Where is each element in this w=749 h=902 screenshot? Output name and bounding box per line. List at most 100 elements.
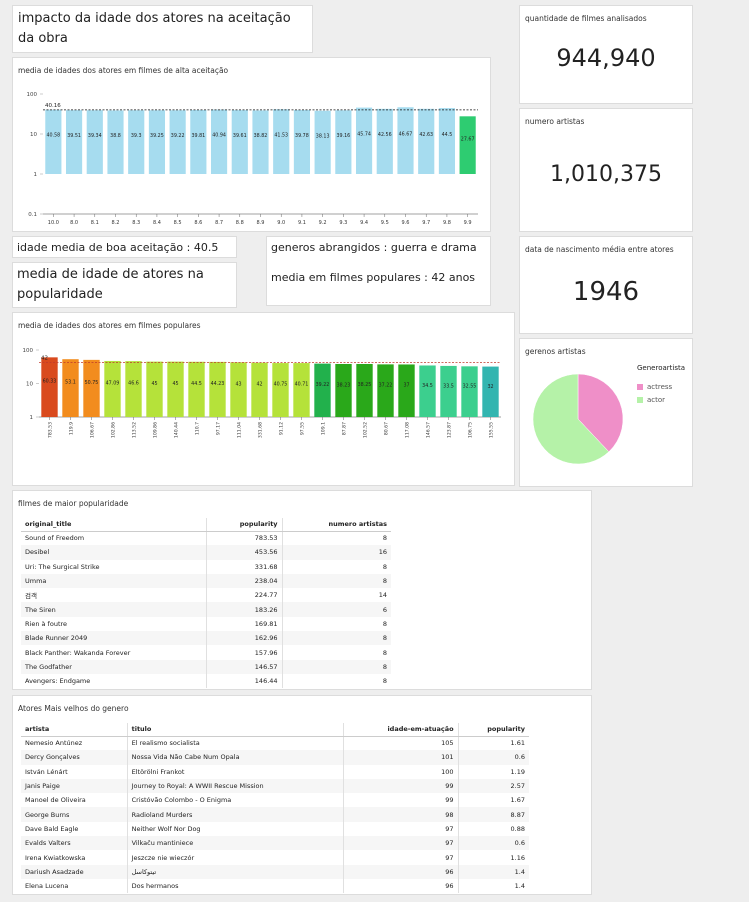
column-header[interactable]: titulo — [126, 723, 344, 737]
x-tick-label: 9.2 — [319, 220, 327, 226]
popular-mean-text: media em filmes populares : 42 anos — [271, 271, 476, 284]
table-row[interactable]: Evalds Valters Vilkaču mantiniece 97 0.6 — [21, 836, 529, 851]
y-tick-label: 1 — [30, 415, 34, 421]
table-row[interactable]: Uri: The Surgical Strike 331.68 8 — [21, 559, 391, 574]
table-cell: 8 — [281, 673, 391, 689]
x-tick-label: 331.68 — [258, 422, 264, 438]
table-cell: Manoel de Oliveira — [25, 796, 86, 805]
chart-popular: 100 10 1 60.33 783.53 53.1 119.9 50.75 106.67 47.… — [23, 348, 501, 438]
table-cell: 98 — [342, 807, 459, 822]
bar-value-label: 39.61 — [233, 133, 247, 139]
x-tick-label: 117.08 — [405, 422, 411, 438]
table-cell: Jeszcze nie wieczór — [126, 850, 344, 865]
kpi-artists-label: numero artistas — [525, 117, 585, 126]
reference-line-label: 42 — [41, 356, 48, 362]
kpi-birth-value: 1946 — [572, 277, 640, 307]
table-row[interactable]: Janis Paige Journey to Royal: A WWII Resc… — [21, 778, 529, 794]
x-tick-label: 102.52 — [363, 422, 369, 438]
x-tick-label: 8.6 — [194, 220, 202, 226]
table-cell: 8 — [281, 631, 391, 646]
bar-value-label: 46.6 — [128, 381, 139, 387]
bar — [128, 110, 145, 174]
table-row[interactable]: István Lénárt Eltörölni Frankot 100 1.19 — [21, 764, 529, 779]
bar-value-label: 37.22 — [379, 382, 393, 388]
x-tick-label: 8.8 — [236, 220, 244, 226]
title-card: impacto da idade dos atores na aceitação… — [12, 5, 313, 53]
table-row[interactable]: The Godfather 146.57 8 — [21, 659, 391, 674]
bar — [65, 110, 83, 174]
table-row[interactable]: Desibel 453.56 16 — [21, 545, 391, 560]
bar-value-label: 38.13 — [316, 133, 330, 139]
table-row[interactable]: Umma 238.04 8 — [21, 573, 391, 589]
y-tick-label: 10 — [30, 132, 37, 138]
kpi-birth-label: data de nascimento média entre atores — [525, 245, 674, 254]
bar-value-label: 40.58 — [46, 133, 60, 139]
table-cell: Avengers: Endgame — [25, 677, 91, 686]
bar-value-label: 38.82 — [254, 133, 268, 139]
table-row[interactable]: Nemesio Antúnez El realismo socialista 105… — [21, 736, 529, 751]
table-row[interactable]: Dave Bald Eagle Neither Wolf Nor Dog 97 0.8… — [21, 821, 529, 837]
bar-value-label: 44.5 — [442, 132, 453, 138]
table-cell: Cristóvão Colombo - O Enigma — [126, 793, 344, 808]
table-cell: 8 — [281, 616, 391, 632]
bar — [252, 110, 269, 174]
table-cell: 146.57 — [205, 659, 283, 674]
table-cell: 100 — [342, 764, 459, 779]
x-tick-label: 8.1 — [91, 220, 99, 226]
column-header[interactable]: popularity — [205, 518, 283, 532]
column-header[interactable]: artista — [21, 723, 128, 737]
x-tick-label: 8.2 — [112, 220, 120, 226]
table-row[interactable]: 검객 224.77 14 — [21, 588, 391, 603]
kpi-films-card: quantidade de filmes analisados 944,940 — [519, 5, 693, 104]
table-cell: Dariush Asadzade — [21, 864, 128, 879]
pie-legend-label: actor — [647, 396, 666, 404]
genres-text: generos abrangidos : guerra e drama — [271, 241, 477, 254]
table-cell: 183.26 — [205, 602, 283, 617]
bar — [272, 363, 289, 417]
table-row[interactable]: Elena Lucena Dos hermanos 96 1.4 — [21, 878, 529, 894]
bar — [62, 359, 79, 417]
column-header[interactable]: idade-em-atuação — [342, 723, 459, 737]
kpi-films-label: quantidade de filmes analisados — [525, 14, 647, 23]
table-row[interactable]: Blade Runner 2049 162.96 8 — [21, 631, 391, 646]
bar-value-label: 39.81 — [191, 133, 205, 139]
pie-legend-item: actress — [637, 383, 685, 391]
bar — [398, 364, 415, 417]
table-cell: The Godfather — [21, 659, 206, 674]
bar-value-label: 41.53 — [274, 132, 288, 138]
table-row[interactable]: Dariush Asadzade تیتوکاسل 96 1.4 — [21, 864, 529, 879]
column-header[interactable]: numero artistas — [281, 518, 391, 532]
x-tick-label: 155.55 — [489, 422, 495, 438]
bar-value-label: 38.8 — [110, 133, 121, 139]
table-row[interactable]: The Siren 183.26 6 — [21, 602, 391, 617]
x-tick-label: 146.57 — [426, 422, 432, 438]
table-row[interactable]: Irena Kwiatkowska Jeszcze nie wieczór 97 1.… — [21, 850, 529, 865]
table-row[interactable]: Rien à foutre 169.81 8 — [21, 616, 391, 632]
bar — [167, 361, 184, 417]
bar — [209, 361, 226, 417]
table-cell: El realismo socialista — [126, 736, 344, 751]
table-row[interactable]: Avengers: Endgame 146.44 8 — [21, 673, 391, 689]
table-row[interactable]: George Burns Radioland Murders 98 8.87 — [21, 807, 529, 822]
column-header[interactable]: original_title — [21, 518, 206, 532]
pie-legend-swatch — [637, 397, 643, 403]
bar-value-label: 39.51 — [67, 133, 81, 139]
bar — [293, 363, 310, 417]
bar-value-label: 44.23 — [211, 381, 225, 387]
bar — [210, 109, 228, 174]
table-row[interactable]: Manoel de Oliveira Cristóvão Colombo - O … — [21, 793, 529, 808]
table-cell: 8 — [281, 559, 391, 574]
table-cell: 162.96 — [205, 631, 283, 646]
popularity-heading-card: media de idade de atores na popularidade — [12, 262, 237, 308]
bar — [461, 366, 478, 417]
table-row[interactable]: Dercy Gonçalves Nossa Vida Não Cabe Num O… — [21, 750, 529, 765]
table-cell: Umma — [21, 573, 206, 589]
table-cell: 1.67 — [457, 793, 529, 808]
bar — [45, 109, 62, 174]
bar — [83, 359, 100, 417]
table-row[interactable]: Black Panther: Wakanda Forever 157.96 8 — [21, 645, 391, 660]
table-row[interactable]: Sound of Freedom 783.53 8 — [21, 531, 391, 546]
table-cell: 157.96 — [205, 645, 283, 660]
bar — [146, 361, 163, 417]
column-header[interactable]: popularity — [457, 723, 529, 737]
